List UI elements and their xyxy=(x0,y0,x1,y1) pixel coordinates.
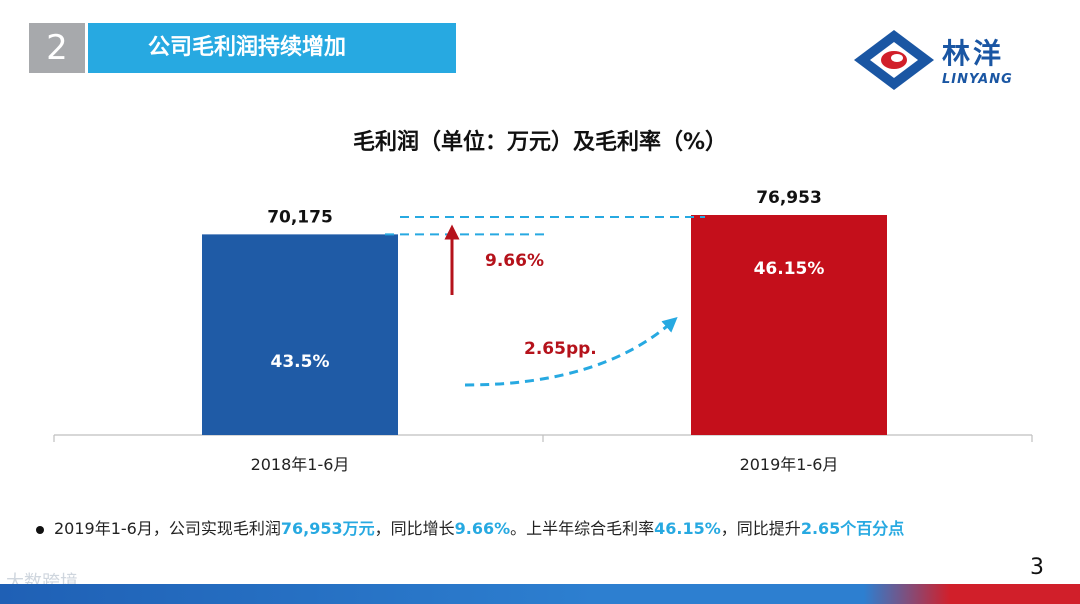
footnote-growth-value: 9.66% xyxy=(454,519,511,538)
footnote-margin-change: 2.65个百分点 xyxy=(800,519,905,538)
section-number: 2 xyxy=(29,23,85,73)
footnote-text-3: 。上半年综合毛利率 xyxy=(510,519,655,538)
footnote: 2019年1-6月，公司实现毛利润76,953万元，同比增长9.66%。上半年综… xyxy=(36,515,904,539)
chart-title: 毛利润（单位：万元）及毛利率（%） xyxy=(352,130,728,155)
logo: 林洋 LINYANG xyxy=(852,28,1032,92)
footnote-text-4: ，同比提升 xyxy=(720,519,801,538)
bar-margin-label: 46.15% xyxy=(754,259,825,279)
x-tick-label: 2019年1-6月 xyxy=(740,455,839,474)
bar-margin-label: 43.5% xyxy=(271,352,330,372)
growth-label: 9.66% xyxy=(485,251,544,271)
footnote-text-2: ，同比增长 xyxy=(374,519,455,538)
bar-value-label: 76,953 xyxy=(756,188,822,208)
section-title: 公司毛利润持续增加 xyxy=(88,23,456,73)
bar-value-label: 70,175 xyxy=(267,207,333,227)
bullet-icon xyxy=(36,525,44,534)
linyang-logo-icon xyxy=(854,30,934,90)
footnote-profit-value: 76,953万元 xyxy=(280,519,375,538)
footnote-margin-value: 46.15% xyxy=(654,519,721,538)
bottom-stripe xyxy=(0,584,1080,604)
bar-2019 xyxy=(691,215,887,435)
footnote-text-1: 2019年1-6月，公司实现毛利润 xyxy=(54,519,281,538)
margin-arrow-icon xyxy=(464,317,678,387)
bar-2018 xyxy=(202,234,398,435)
page-number: 3 xyxy=(1030,555,1044,580)
logo-name-en: LINYANG xyxy=(942,72,1013,87)
x-tick-label: 2018年1-6月 xyxy=(251,455,350,474)
logo-name-cn: 林洋 xyxy=(942,37,1005,70)
margin-change-label: 2.65pp. xyxy=(524,339,597,359)
